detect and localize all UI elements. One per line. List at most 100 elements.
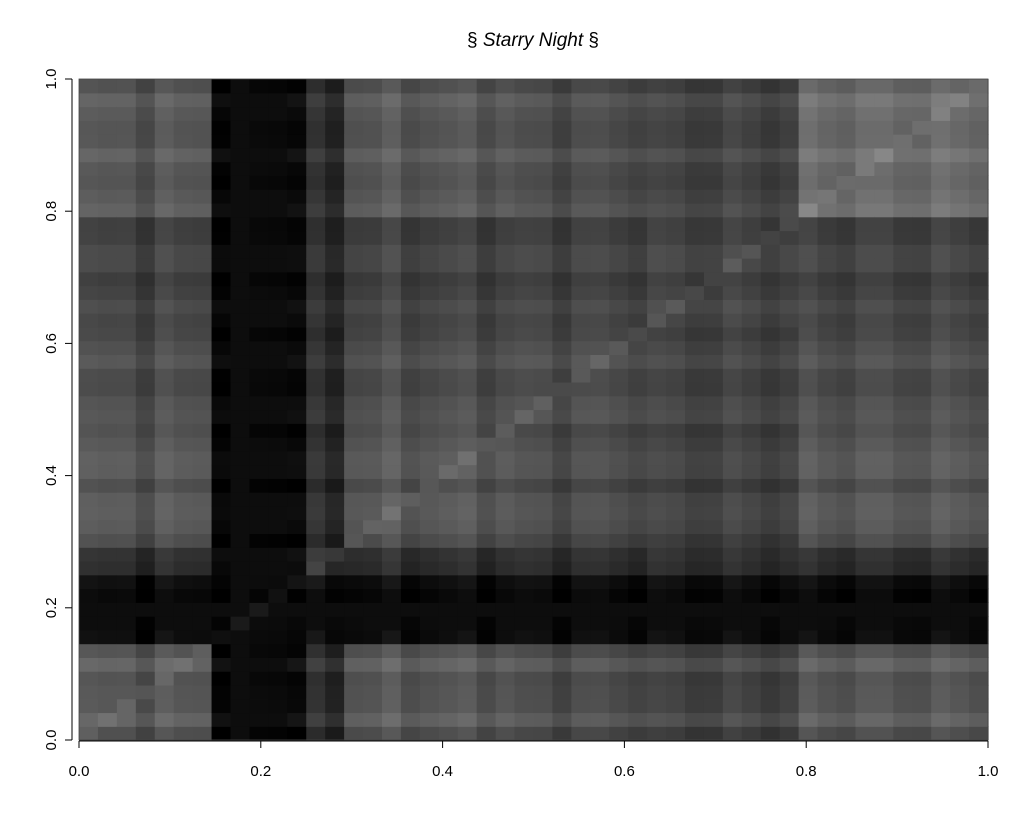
heatmap-cell bbox=[590, 712, 610, 727]
heatmap-cell bbox=[325, 79, 345, 94]
heatmap-cell bbox=[457, 147, 478, 163]
heatmap-cell bbox=[306, 478, 326, 493]
heatmap-cell bbox=[287, 629, 307, 645]
heatmap-cell bbox=[97, 450, 118, 466]
heatmap-cell bbox=[893, 202, 913, 218]
heatmap-cell bbox=[609, 478, 629, 493]
heatmap-cell bbox=[590, 616, 610, 631]
heatmap-cell bbox=[647, 106, 667, 121]
heatmap-cell bbox=[344, 354, 364, 369]
heatmap-cell bbox=[476, 258, 497, 273]
heatmap-cell bbox=[666, 161, 686, 176]
heatmap-cell bbox=[438, 712, 459, 727]
heatmap-cell bbox=[571, 299, 591, 314]
heatmap-cell bbox=[287, 368, 307, 383]
heatmap-cell bbox=[382, 147, 402, 163]
heatmap-cell bbox=[97, 643, 118, 658]
heatmap-cell bbox=[779, 519, 800, 535]
heatmap-cell bbox=[817, 258, 838, 273]
heatmap-cell bbox=[969, 244, 989, 259]
heatmap-cell bbox=[609, 395, 629, 411]
heatmap-cell bbox=[912, 684, 932, 700]
heatmap-cell bbox=[760, 395, 781, 411]
heatmap-cell bbox=[628, 216, 648, 232]
heatmap-cell bbox=[912, 547, 932, 562]
heatmap-cell bbox=[950, 354, 970, 369]
heatmap-cell bbox=[779, 574, 800, 590]
heatmap-cell bbox=[363, 340, 383, 356]
heatmap-cell bbox=[666, 230, 686, 245]
heatmap-cell bbox=[533, 106, 554, 121]
heatmap-cell bbox=[79, 616, 99, 631]
heatmap-cell bbox=[306, 285, 326, 300]
heatmap-cell bbox=[211, 643, 232, 658]
heatmap-cell bbox=[571, 698, 591, 714]
heatmap-cell bbox=[97, 395, 118, 411]
heatmap-cell bbox=[836, 244, 857, 259]
heatmap-cell bbox=[590, 588, 610, 603]
heatmap-cell bbox=[741, 161, 762, 176]
heatmap-cell bbox=[666, 629, 686, 645]
heatmap-cell bbox=[154, 629, 175, 645]
heatmap-cell bbox=[533, 423, 554, 438]
heatmap-cell bbox=[703, 258, 724, 273]
heatmap-cell bbox=[817, 326, 838, 342]
heatmap-cell bbox=[457, 643, 478, 658]
heatmap-cell bbox=[685, 643, 705, 658]
heatmap-cell bbox=[969, 492, 989, 507]
heatmap-cell bbox=[457, 134, 478, 149]
heatmap-cell bbox=[874, 519, 894, 535]
heatmap-cell bbox=[760, 134, 781, 149]
heatmap-cell bbox=[969, 560, 989, 576]
heatmap-cell bbox=[287, 189, 307, 204]
heatmap-cell bbox=[609, 423, 629, 438]
heatmap-cell bbox=[685, 340, 705, 356]
heatmap-cell bbox=[476, 574, 497, 590]
heatmap-cell bbox=[495, 437, 516, 452]
heatmap-cell bbox=[628, 492, 648, 507]
heatmap-cell bbox=[173, 271, 194, 287]
heatmap-cell bbox=[495, 450, 516, 466]
heatmap-cell bbox=[703, 464, 724, 479]
heatmap-cell bbox=[400, 340, 421, 356]
heatmap-cell bbox=[495, 271, 516, 287]
heatmap-cell bbox=[363, 574, 383, 590]
heatmap-cell bbox=[931, 478, 951, 493]
heatmap-cell bbox=[779, 354, 800, 369]
heatmap-cell bbox=[722, 616, 743, 631]
heatmap-cell bbox=[647, 92, 667, 108]
heatmap-cell bbox=[779, 588, 800, 603]
heatmap-cell bbox=[211, 671, 232, 686]
heatmap-cell bbox=[154, 450, 175, 466]
heatmap-cell bbox=[382, 175, 402, 190]
heatmap-cell bbox=[230, 616, 251, 631]
heatmap-cell bbox=[325, 244, 345, 259]
heatmap-cell bbox=[382, 560, 402, 576]
heatmap-cell bbox=[268, 368, 288, 383]
heatmap-cell bbox=[552, 478, 572, 493]
heatmap-cell bbox=[969, 395, 989, 411]
heatmap-cell bbox=[722, 340, 743, 356]
heatmap-cell bbox=[855, 423, 875, 438]
heatmap-cell bbox=[268, 712, 288, 727]
heatmap-cell bbox=[590, 147, 610, 163]
heatmap-cell bbox=[628, 230, 648, 245]
heatmap-cell bbox=[836, 395, 857, 411]
heatmap-cell bbox=[666, 354, 686, 369]
heatmap-cell bbox=[609, 437, 629, 452]
heatmap-cell bbox=[457, 92, 478, 108]
heatmap-cell bbox=[192, 120, 213, 135]
heatmap-cell bbox=[419, 79, 440, 94]
heatmap-cell bbox=[211, 244, 232, 259]
heatmap-cell bbox=[154, 464, 175, 479]
heatmap-cell bbox=[590, 120, 610, 135]
heatmap-cell bbox=[154, 79, 175, 94]
heatmap-cell bbox=[154, 395, 175, 411]
heatmap-cell bbox=[703, 437, 724, 452]
heatmap-cell bbox=[912, 671, 932, 686]
heatmap-cell bbox=[249, 478, 269, 493]
heatmap-cell bbox=[211, 588, 232, 603]
heatmap-cell bbox=[363, 629, 383, 645]
heatmap-cell bbox=[628, 409, 648, 424]
